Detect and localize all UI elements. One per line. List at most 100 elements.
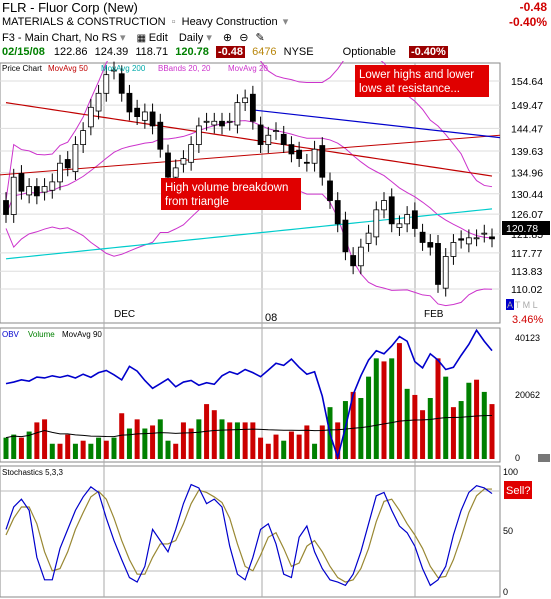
quote-change: -0.48	[215, 46, 246, 58]
volume-bar	[119, 413, 125, 459]
toolbar: F3 - Main Chart, No RS ▾ ▦ Edit Daily ▾ …	[2, 31, 551, 45]
zoom-out-icon[interactable]: ⊖	[239, 32, 249, 44]
breakdown-annotation-box	[161, 178, 301, 210]
candle-body	[442, 256, 449, 289]
volume-bar	[258, 437, 264, 459]
candle-body	[18, 173, 25, 192]
title-line: FLR - Fluor Corp (New) -0.48	[2, 0, 551, 15]
stoch-panel	[0, 465, 501, 598]
volume-bar	[474, 379, 480, 459]
sell-annotation-box	[504, 481, 532, 499]
candle-body	[211, 120, 218, 126]
industry-label: Heavy Construction	[181, 16, 278, 28]
stoch-axis-0: 0	[503, 587, 508, 597]
period-label: Daily	[178, 32, 204, 44]
chevron-down-icon: ▾	[116, 32, 126, 44]
volume-bar	[304, 425, 310, 459]
volume-bar	[373, 358, 379, 459]
volume-bar	[219, 419, 225, 459]
legend-volume: Volume	[28, 330, 55, 339]
volume-bar	[65, 434, 71, 459]
volume-bar	[335, 422, 341, 459]
trend-line-falling	[249, 109, 501, 139]
quote-line: 02/15/08 122.86 124.39 118.71 120.78 -0.…	[2, 46, 551, 60]
candle-body	[64, 159, 71, 169]
quote-high: 124.39	[94, 46, 129, 58]
draw-tool-icon[interactable]: ✎	[255, 32, 265, 44]
volume-bar	[250, 422, 256, 459]
sector-label: MATERIALS & CONSTRUCTION	[2, 16, 166, 28]
change-value: -0.48	[519, 0, 547, 14]
sell-annotation: Sell?	[506, 485, 530, 497]
candle-body	[365, 232, 372, 244]
candle-body	[87, 106, 94, 128]
volume-bar	[227, 422, 233, 459]
obv-line	[5, 328, 493, 461]
price-axis-labels: 154.64 149.47 144.47 139.63 134.96 130.44 126.…	[511, 76, 543, 296]
zoom-in-icon[interactable]: ⊕	[222, 32, 233, 44]
volume-bars	[3, 343, 495, 459]
volume-bar	[242, 422, 248, 459]
ma20-line	[5, 120, 493, 239]
stock-chart: 154.64 149.47 144.47 139.63 134.96 130.44 126.…	[0, 61, 550, 598]
candle-body	[373, 209, 380, 238]
change-pct: -0.40%	[508, 15, 547, 29]
volume-bar	[350, 391, 356, 459]
candle-body	[149, 111, 156, 127]
resistance-annotation-line1: Lower highs and lower	[359, 69, 474, 81]
obv-line	[5, 328, 493, 461]
volume-scroll-handle[interactable]	[538, 454, 550, 462]
month-label-dec: DEC	[114, 309, 135, 320]
quote-exchange: NYSE	[283, 46, 314, 58]
volume-bar	[180, 422, 186, 459]
stoch-levels	[0, 490, 500, 572]
price-axis-label: 130.44	[511, 189, 543, 201]
volume-bar	[188, 428, 194, 459]
volume-bar	[11, 434, 17, 459]
legend-ma20: MovAvg 20	[228, 64, 268, 73]
price-axis-label: 144.47	[511, 123, 543, 135]
separator-icon: ▫	[171, 16, 176, 28]
volume-bar	[18, 437, 24, 459]
candle-body	[388, 196, 395, 225]
candle-body	[111, 69, 117, 72]
candle-body	[427, 242, 434, 248]
volume-bar	[312, 443, 318, 459]
volume-bar	[435, 358, 441, 459]
volume-bar	[319, 425, 325, 459]
ma50-line	[5, 102, 493, 177]
candle-body	[3, 200, 9, 215]
candle-body	[172, 167, 179, 178]
candle-body	[226, 120, 233, 123]
candle-body	[357, 246, 364, 267]
volume-bar	[96, 437, 102, 459]
bband-upper	[5, 61, 493, 201]
month-label-08: 08	[265, 312, 277, 324]
volume-bar	[196, 419, 202, 459]
volume-bar	[296, 434, 302, 459]
price-overlays	[0, 61, 501, 307]
volume-bar	[481, 391, 487, 459]
legend-bbands: BBands 20, 20	[158, 64, 211, 73]
volume-bar	[88, 443, 94, 459]
volume-bar	[34, 422, 40, 459]
chevron-down-icon[interactable]: ▾	[282, 16, 289, 28]
candle-body	[350, 255, 357, 267]
edit-button[interactable]: ▦ Edit	[137, 32, 168, 44]
stoch-legend: Stochastics 5,3,3	[2, 468, 63, 477]
price-axis-label: 110.02	[511, 284, 542, 296]
volume-bar	[396, 343, 402, 459]
vol-axis-mid: 20062	[515, 390, 540, 400]
candle-body	[95, 92, 102, 112]
price-legend: Price Chart MovAvg 50 MovAvg 200 BBands …	[2, 64, 268, 73]
stoch-axis-100: 100	[503, 467, 518, 477]
volume-bar	[134, 419, 140, 459]
volume-bar	[458, 401, 464, 459]
candle-body	[57, 162, 63, 183]
price-axis-label: 134.96	[511, 168, 543, 180]
chart-selector[interactable]: F3 - Main Chart, No RS ▾	[2, 31, 126, 44]
quote-open: 122.86	[53, 46, 88, 58]
period-selector[interactable]: Daily ▾	[179, 31, 212, 44]
volume-bar	[126, 428, 132, 459]
candle-body	[26, 186, 33, 196]
